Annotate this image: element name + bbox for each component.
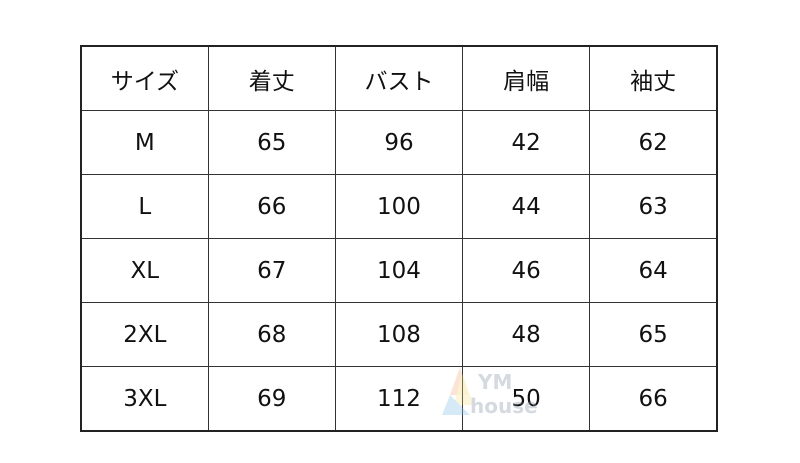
cell-bust: 100 [334,174,464,239]
cell-sleeve: 66 [589,366,718,432]
cell-sleeve: 65 [589,302,718,367]
cell-length: 67 [207,238,336,303]
size-chart-table: サイズ 着丈 バスト 肩幅 袖丈 M 65 96 42 62 L 66 100 44 63 XL… [80,45,718,432]
header-sleeve: 袖丈 [589,45,718,111]
cell-length: 68 [207,302,336,367]
cell-sleeve: 63 [589,174,718,239]
cell-shoulder: 44 [462,174,591,239]
cell-size: L [80,174,209,239]
table-row: M 65 96 42 62 [80,110,718,175]
table-row: 2XL 68 108 48 65 [80,302,718,367]
cell-size: 3XL [80,366,209,432]
cell-bust: 96 [334,110,464,175]
cell-size: 2XL [80,302,209,367]
table-row: 3XL 69 112 50 66 [80,366,718,432]
cell-bust: 112 [334,366,464,432]
table-row: XL 67 104 46 64 [80,238,718,303]
cell-shoulder: 50 [462,366,591,432]
header-size: サイズ [80,45,209,111]
cell-length: 65 [207,110,336,175]
cell-sleeve: 62 [589,110,718,175]
cell-bust: 108 [334,302,464,367]
header-row: サイズ 着丈 バスト 肩幅 袖丈 [80,45,718,111]
header-shoulder: 肩幅 [462,45,591,111]
header-length: 着丈 [207,45,336,111]
table-row: L 66 100 44 63 [80,174,718,239]
header-bust: バスト [334,45,464,111]
cell-shoulder: 42 [462,110,591,175]
cell-length: 66 [207,174,336,239]
cell-length: 69 [207,366,336,432]
cell-shoulder: 48 [462,302,591,367]
cell-size: M [80,110,209,175]
cell-size: XL [80,238,209,303]
cell-shoulder: 46 [462,238,591,303]
cell-bust: 104 [334,238,464,303]
cell-sleeve: 64 [589,238,718,303]
